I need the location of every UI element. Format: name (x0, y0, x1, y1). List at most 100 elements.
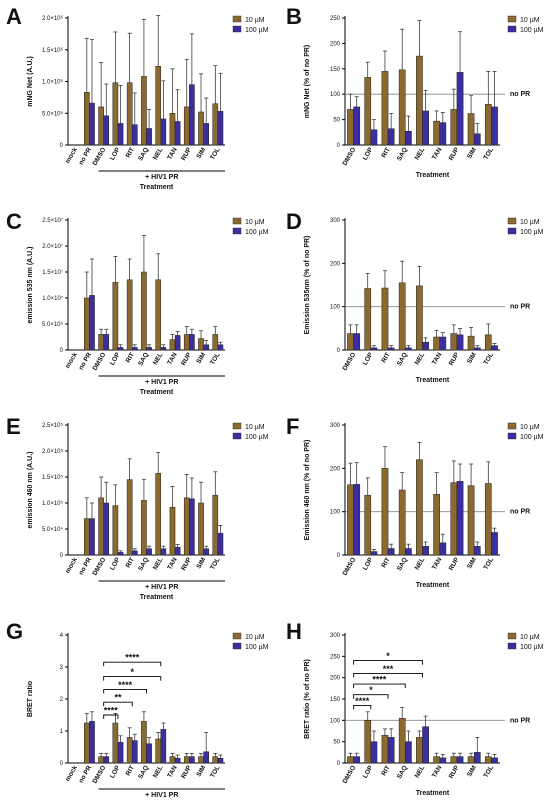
bar (169, 756, 176, 764)
bar (169, 113, 176, 146)
bar (198, 502, 204, 556)
y-tick-label: 1.0×10⁷ (42, 295, 63, 302)
bar (467, 756, 475, 764)
bar (450, 756, 458, 764)
x-tick-label: LOP (109, 764, 122, 780)
x-tick-label: SIM (466, 557, 478, 571)
bar (467, 113, 475, 146)
bar (473, 133, 481, 146)
bar (381, 735, 389, 764)
legend-swatch (507, 227, 517, 235)
bar (203, 344, 209, 351)
bar (405, 741, 412, 764)
bar (387, 548, 395, 556)
x-tick-label: NEL (152, 764, 165, 779)
bar (473, 347, 481, 351)
x-tick-label: DMSO (342, 352, 358, 372)
x-tick-label: SAQ (396, 147, 409, 163)
y-tick-label: 3 (60, 665, 64, 671)
y-tick-label: 200 (330, 41, 341, 47)
x-tick-label: RUP (448, 146, 461, 162)
bar (212, 756, 219, 764)
significance-label: **** (372, 675, 387, 685)
bar (98, 756, 104, 764)
bar (112, 505, 119, 556)
legend-label: 100 µM (245, 27, 269, 34)
x-tick-label: LOP (109, 351, 122, 367)
legend-swatch (507, 25, 517, 33)
y-tick-label: 100 (330, 305, 341, 311)
bar (217, 111, 224, 146)
x-tick-label: RUP (448, 764, 461, 780)
x-tick-label: LOP (362, 764, 375, 780)
bar (160, 118, 167, 146)
bar (84, 92, 90, 146)
bar (155, 738, 162, 764)
bar (112, 282, 119, 351)
x-tick-label: TAN (166, 764, 179, 779)
y-tick-label: 250 (330, 654, 341, 660)
x-tick-label: TAN (166, 146, 179, 161)
bar (84, 518, 90, 556)
reference-label: no PR (510, 304, 530, 311)
bar (103, 502, 110, 556)
y-tick-label: 2.0×10⁵ (42, 448, 64, 455)
significance-bracket (353, 683, 406, 689)
bar (189, 84, 195, 146)
bar (491, 106, 498, 146)
bar (198, 338, 204, 351)
x-tick-label: RUP (180, 146, 193, 162)
bar (89, 295, 95, 351)
chart-panel-d: D 0 100 200 300 Emission 535nm (% of no PR) no… (286, 209, 544, 384)
bar (98, 106, 104, 146)
y-tick-label: 1.5×10⁷ (42, 269, 63, 276)
x-tick-label: TAN (431, 556, 444, 571)
reference-label: no PR (510, 509, 530, 516)
significance-label: **** (118, 680, 133, 690)
reference-label: no PR (510, 717, 530, 724)
bar (422, 726, 429, 764)
x-tick-label: NEL (414, 556, 427, 571)
x-tick-label: TAN (431, 351, 444, 366)
legend-label: 100 µM (520, 644, 544, 651)
y-tick-label: 0 (60, 761, 64, 767)
bar (439, 336, 447, 351)
legend-swatch (232, 15, 242, 23)
x-tick-label: SIM (466, 352, 478, 366)
legend-label: 10 µM (245, 424, 265, 431)
legend-label: 10 µM (520, 634, 540, 641)
bar (416, 55, 423, 146)
significance-bracket (103, 688, 147, 694)
y-tick-label: 2.0×10⁶ (42, 15, 64, 22)
x-tick-label: RIT (125, 556, 136, 569)
x-tick-label: NEL (414, 351, 427, 366)
bar (364, 77, 372, 146)
bar (89, 518, 95, 556)
x-tick-label: mock (64, 556, 79, 575)
group-label: + HIV1 PR (145, 174, 178, 181)
y-tick-label: 150 (330, 67, 341, 73)
bar (422, 341, 429, 351)
bar (212, 494, 219, 556)
significance-label: ** (114, 693, 122, 703)
x-tick-label: TOL (483, 764, 496, 779)
y-tick-label: 300 (330, 423, 341, 429)
y-tick-label: 200 (330, 261, 341, 267)
x-tick-label: SAQ (137, 557, 150, 573)
y-tick-label: 100 (330, 718, 341, 724)
bar (364, 720, 372, 764)
bar (155, 473, 162, 556)
bar (160, 347, 167, 351)
y-tick-label: 0 (60, 553, 64, 559)
bar (126, 479, 133, 556)
significance-bracket (353, 694, 389, 699)
legend-label: 10 µM (520, 219, 540, 226)
bar (174, 757, 181, 764)
legend-label: 10 µM (520, 17, 540, 24)
bar (217, 757, 224, 764)
y-tick-label: 300 (330, 633, 341, 639)
bar (112, 82, 119, 146)
bar (405, 347, 412, 351)
legend-swatch (507, 432, 517, 440)
bar (174, 335, 181, 351)
